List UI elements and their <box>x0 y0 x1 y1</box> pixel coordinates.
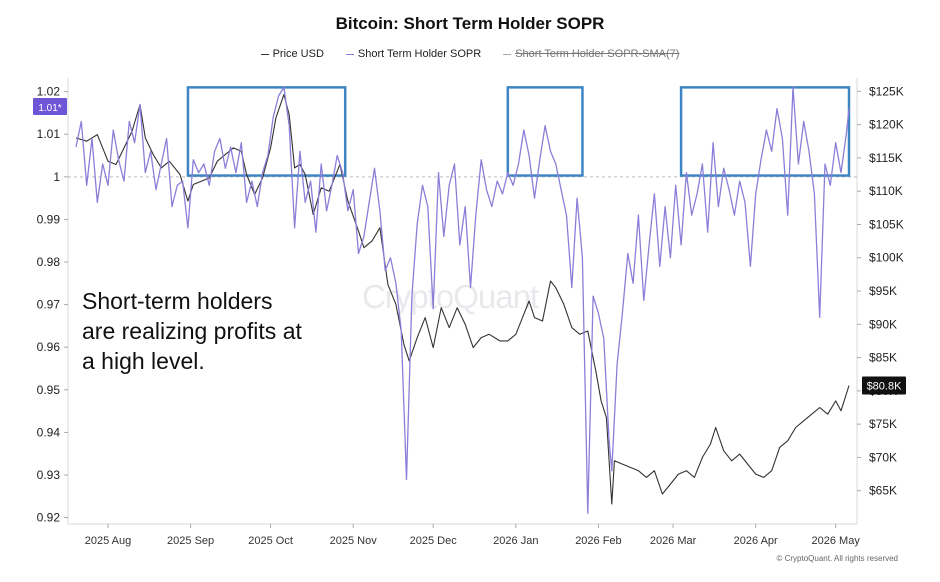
legend-label-sopr-sma: Short Term Holder SOPR-SMA(7) <box>515 48 680 60</box>
left-tick-label: 0.92 <box>37 511 61 525</box>
left-tick-label: 1.01 <box>37 127 61 141</box>
x-tick-label: 2026 May <box>812 535 861 547</box>
x-tick-label: 2026 Feb <box>575 535 621 547</box>
left-tick-label: 0.96 <box>37 340 61 354</box>
x-tick-label: 2026 Apr <box>734 535 778 547</box>
legend-swatch-sopr-sma <box>503 53 512 55</box>
legend-item-price[interactable]: Price USD <box>260 48 324 60</box>
annotation-line: Short-term holders <box>82 288 273 314</box>
right-tick-label: $125K <box>869 84 904 98</box>
legend: Price USD Short Term Holder SOPR Short T… <box>0 48 940 60</box>
left-tick-label: 1 <box>53 170 60 184</box>
right-tick-label: $90K <box>869 317 897 331</box>
left-tick-label: 0.93 <box>37 468 61 482</box>
x-tick-label: 2025 Aug <box>85 535 132 547</box>
legend-label-price: Price USD <box>272 48 324 60</box>
right-tick-label: $110K <box>869 184 903 198</box>
right-tick-label: $65K <box>869 484 897 498</box>
right-tick-label: $100K <box>869 251 904 265</box>
x-tick-label: 2025 Nov <box>330 535 378 547</box>
highlight-box <box>679 86 851 177</box>
left-tick-label: 0.98 <box>37 255 61 269</box>
legend-item-sopr-sma[interactable]: Short Term Holder SOPR-SMA(7) <box>503 48 679 60</box>
right-tick-label: $115K <box>869 151 903 165</box>
legend-swatch-sopr <box>345 53 354 55</box>
left-tick-label: 0.94 <box>37 425 61 439</box>
right-tick-label: $70K <box>869 450 897 464</box>
current-price-label: $80.8K <box>867 381 903 393</box>
right-tick-label: $85K <box>869 351 897 365</box>
chart-title: Bitcoin: Short Term Holder SOPR <box>335 14 605 33</box>
current-sopr-label: 1.01* <box>38 103 61 114</box>
current-price-badge <box>862 376 906 395</box>
right-tick-label: $95K <box>869 284 897 298</box>
x-tick-label: 2026 Mar <box>650 535 697 547</box>
left-tick-label: 1.02 <box>37 85 61 99</box>
x-tick-label: 2025 Sep <box>167 535 214 547</box>
annotation-line: a high level. <box>82 348 205 374</box>
current-sopr-badge <box>33 97 67 115</box>
annotation-text: Short-term holders are realizing profits… <box>82 286 342 376</box>
copyright: © CryptoQuant. All rights reserved <box>776 554 899 563</box>
left-tick-label: 0.95 <box>37 383 61 397</box>
watermark: CryptoQuant <box>362 278 539 315</box>
legend-label-sopr: Short Term Holder SOPR <box>357 48 482 60</box>
x-tick-label: 2025 Dec <box>410 535 458 547</box>
left-tick-label: 0.97 <box>37 298 61 312</box>
right-tick-label: $120K <box>869 118 904 132</box>
legend-swatch-price <box>260 53 269 55</box>
x-tick-label: 2025 Oct <box>248 535 293 547</box>
highlight-box <box>186 86 347 177</box>
price-series-line <box>75 94 850 505</box>
annotation-line: are realizing profits at <box>82 318 302 344</box>
legend-item-sopr[interactable]: Short Term Holder SOPR <box>345 48 482 60</box>
left-tick-label: 0.99 <box>37 212 61 226</box>
right-tick-label: $75K <box>869 417 897 431</box>
highlight-box <box>506 86 584 177</box>
sopr-series-line <box>75 86 850 515</box>
x-tick-label: 2026 Jan <box>493 535 538 547</box>
right-tick-label: $105K <box>869 217 904 231</box>
